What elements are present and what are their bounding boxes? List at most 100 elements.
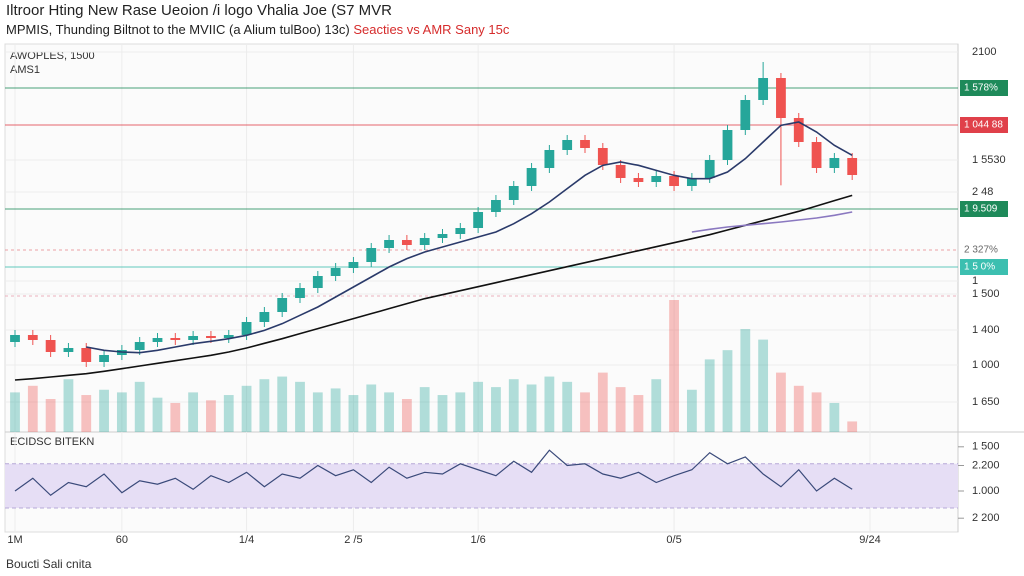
candle-body bbox=[384, 240, 394, 248]
candle-body bbox=[811, 142, 822, 168]
y-tick-label: 1 bbox=[972, 275, 978, 287]
subtitle-row: MPMIS, Thunding Biltnot to the MVIIC (a … bbox=[6, 22, 509, 37]
volume-bar bbox=[455, 392, 466, 432]
candle-body bbox=[170, 338, 181, 340]
price-label: 1 578% bbox=[964, 83, 998, 94]
candle-body bbox=[348, 262, 359, 268]
price-label: 1 9.509 bbox=[964, 204, 998, 215]
candle-body bbox=[491, 200, 501, 212]
candle-body bbox=[27, 335, 38, 340]
price-badge bbox=[960, 80, 1008, 96]
volume-bar bbox=[206, 400, 216, 432]
y-tick-label: 2 200 bbox=[972, 512, 1000, 524]
candle-body bbox=[740, 100, 751, 130]
candle-body bbox=[776, 78, 786, 118]
candle-body bbox=[758, 78, 769, 100]
volume-bar bbox=[312, 392, 323, 432]
y-tick-label: 2.200 bbox=[972, 459, 1000, 471]
volume-bar bbox=[63, 379, 74, 432]
candle-body bbox=[330, 268, 341, 276]
volume-bar bbox=[776, 372, 786, 432]
volume-bar bbox=[544, 376, 555, 432]
candle-body bbox=[401, 240, 412, 245]
y-tick-label: 1.000 bbox=[972, 485, 1000, 497]
candle-body bbox=[455, 228, 466, 234]
y-tick-label: 1 5530 bbox=[972, 154, 1006, 166]
candle-body bbox=[206, 336, 216, 338]
x-tick-label: 0/5 bbox=[666, 534, 681, 546]
candle-body bbox=[526, 168, 537, 186]
volume-bar bbox=[758, 339, 769, 432]
x-tick-label: 9/24 bbox=[859, 534, 880, 546]
volume-bar bbox=[437, 395, 448, 432]
volume-bar bbox=[241, 385, 252, 432]
info-line: AMS1 bbox=[10, 64, 40, 76]
price-label: 1 044 88 bbox=[964, 120, 1003, 131]
volume-bar bbox=[597, 372, 608, 432]
y-tick-label: 2 48 bbox=[972, 186, 993, 198]
candle-body bbox=[847, 158, 858, 175]
volume-bar bbox=[847, 421, 858, 432]
volume-bar bbox=[170, 402, 181, 432]
candle-body bbox=[295, 288, 305, 298]
candle-body bbox=[312, 276, 323, 288]
volume-bar bbox=[348, 395, 359, 432]
candle-body bbox=[473, 212, 484, 228]
volume-bar bbox=[27, 385, 38, 432]
volume-bar bbox=[562, 381, 573, 432]
volume-bar bbox=[384, 392, 394, 432]
candle-body bbox=[241, 322, 252, 335]
candle-body bbox=[259, 312, 270, 322]
y-tick-label: 2100 bbox=[972, 46, 996, 58]
moving-average bbox=[691, 211, 853, 233]
x-tick-label: 2 /5 bbox=[344, 534, 362, 546]
oscillator-band bbox=[5, 463, 958, 508]
volume-bar bbox=[330, 388, 341, 432]
candle-body bbox=[419, 238, 430, 245]
volume-bar bbox=[116, 392, 127, 432]
candle-body bbox=[81, 348, 92, 362]
volume-bar bbox=[722, 350, 733, 432]
volume-bar bbox=[419, 387, 430, 432]
candle-body bbox=[829, 158, 840, 168]
volume-bar bbox=[134, 381, 145, 432]
volume-bar bbox=[45, 399, 56, 432]
price-label: 2 327% bbox=[964, 245, 998, 256]
candle-body bbox=[45, 340, 56, 352]
volume-bar bbox=[508, 379, 519, 432]
candle-body bbox=[152, 338, 163, 342]
y-tick-label: 1 400 bbox=[972, 324, 1000, 336]
volume-bar bbox=[366, 384, 377, 432]
candle-body bbox=[116, 350, 127, 355]
candle-body bbox=[722, 130, 733, 160]
candle-body bbox=[366, 248, 377, 262]
volume-bar bbox=[580, 392, 590, 432]
candle-body bbox=[508, 186, 519, 200]
candle-body bbox=[134, 342, 145, 350]
candle-body bbox=[651, 176, 662, 182]
candle-body bbox=[633, 178, 644, 182]
x-tick-label: 1M bbox=[7, 534, 22, 546]
price-badge bbox=[960, 259, 1008, 275]
y-tick-label: 1 500 bbox=[972, 288, 1000, 300]
volume-bar bbox=[740, 329, 751, 432]
candle-body bbox=[615, 165, 626, 178]
volume-bar bbox=[829, 402, 840, 432]
subtitle: MPMIS, Thunding Biltnot to the MVIIC (a … bbox=[6, 22, 350, 37]
volume-bar bbox=[704, 359, 715, 432]
candle-body bbox=[544, 150, 555, 168]
volume-bar bbox=[669, 300, 679, 432]
volume-bar bbox=[295, 381, 305, 432]
candle-body bbox=[669, 176, 679, 186]
candle-body bbox=[580, 140, 590, 148]
moving-average bbox=[86, 121, 853, 354]
y-tick-label: 1 500 bbox=[972, 441, 1000, 453]
volume-bar bbox=[223, 395, 234, 432]
y-tick-label: 1 650 bbox=[972, 396, 1000, 408]
volume-bar bbox=[401, 399, 412, 432]
volume-bar bbox=[81, 395, 92, 432]
x-tick-label: 1/6 bbox=[470, 534, 485, 546]
price-label: 1 5 0% bbox=[964, 262, 995, 273]
